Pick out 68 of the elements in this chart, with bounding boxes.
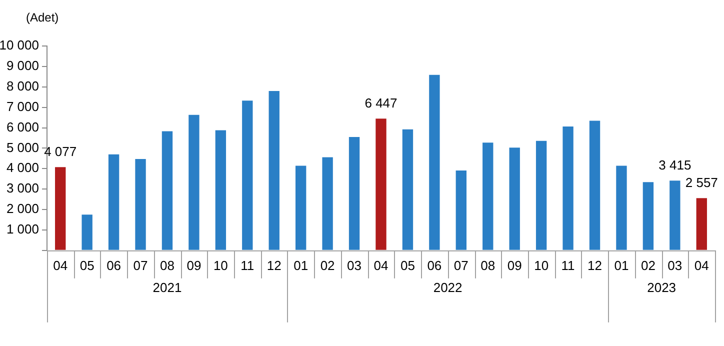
x-tick-label: 03	[347, 258, 362, 273]
x-tick-label: 11	[240, 258, 254, 273]
bar	[482, 142, 494, 250]
bar	[108, 154, 120, 250]
x-tick-label: 12	[588, 258, 602, 273]
bar	[509, 148, 520, 250]
y-tick-label: 10 000	[0, 38, 39, 53]
x-tick-label: 09	[186, 258, 202, 273]
x-tick-label: 04	[53, 258, 68, 273]
bar	[215, 130, 226, 250]
y-tick-label: 7 000	[6, 98, 39, 114]
bar	[348, 136, 360, 250]
y-tick-label: 8 000	[6, 78, 39, 94]
x-tick-label: 08	[480, 258, 496, 273]
x-tick-label: 10	[213, 258, 228, 273]
data-label: 6 447	[364, 96, 398, 111]
x-tick-label: 02	[640, 258, 656, 273]
bar	[55, 167, 66, 250]
bar	[82, 214, 92, 250]
x-tick-label: 07	[454, 258, 468, 273]
x-tick-label: 01	[614, 258, 629, 273]
bar	[188, 114, 200, 250]
y-tick-label: 9 000	[6, 58, 39, 74]
x-tick-label: 02	[320, 258, 335, 273]
text: 2023	[647, 280, 676, 295]
x-tick-label: 10	[534, 258, 549, 273]
bar	[295, 166, 306, 250]
data-label: 3 415	[658, 158, 692, 173]
x-tick-label: 06	[106, 258, 122, 273]
bar	[589, 120, 600, 250]
bar	[268, 90, 280, 250]
x-tick-label: 01	[294, 258, 308, 273]
text: 2022	[433, 280, 462, 295]
bar	[696, 198, 707, 250]
x-tick-label: 07	[133, 258, 148, 273]
bar	[642, 182, 654, 250]
bar	[670, 180, 680, 250]
y-tick-label: 4 000	[6, 160, 39, 176]
y-tick-label: 6 000	[6, 119, 39, 134]
x-tick-label: 12	[266, 258, 282, 273]
x-tick-label: 03	[668, 258, 682, 273]
bar	[562, 126, 574, 250]
x-tick-label: 05	[400, 258, 415, 273]
y-axis-title: (Adet)	[26, 10, 59, 24]
bar	[456, 170, 467, 250]
y-tick-label: 1 000	[6, 222, 39, 237]
y-tick-label: 5 000	[6, 140, 39, 155]
bar	[376, 118, 386, 250]
x-tick-label: 09	[507, 258, 522, 273]
data-label: 2 557	[685, 175, 718, 190]
text: 2021	[152, 280, 182, 295]
x-tick-label: 05	[80, 258, 94, 273]
data-label: 4 077	[44, 144, 77, 160]
y-tick-label: 2 000	[6, 201, 39, 216]
x-tick-label: 04	[694, 258, 709, 273]
x-tick-label: 11	[561, 258, 575, 273]
bar	[536, 140, 547, 250]
y-tick-label: 3 000	[6, 180, 39, 196]
bar	[322, 157, 333, 250]
x-tick-label: 08	[160, 258, 174, 273]
bar	[162, 131, 173, 250]
x-tick-label: 06	[427, 258, 442, 273]
bar	[402, 129, 414, 250]
bar	[135, 159, 146, 250]
bar	[429, 74, 440, 250]
bar	[242, 100, 253, 250]
bar	[616, 166, 627, 250]
x-tick-label: 04	[374, 258, 388, 273]
